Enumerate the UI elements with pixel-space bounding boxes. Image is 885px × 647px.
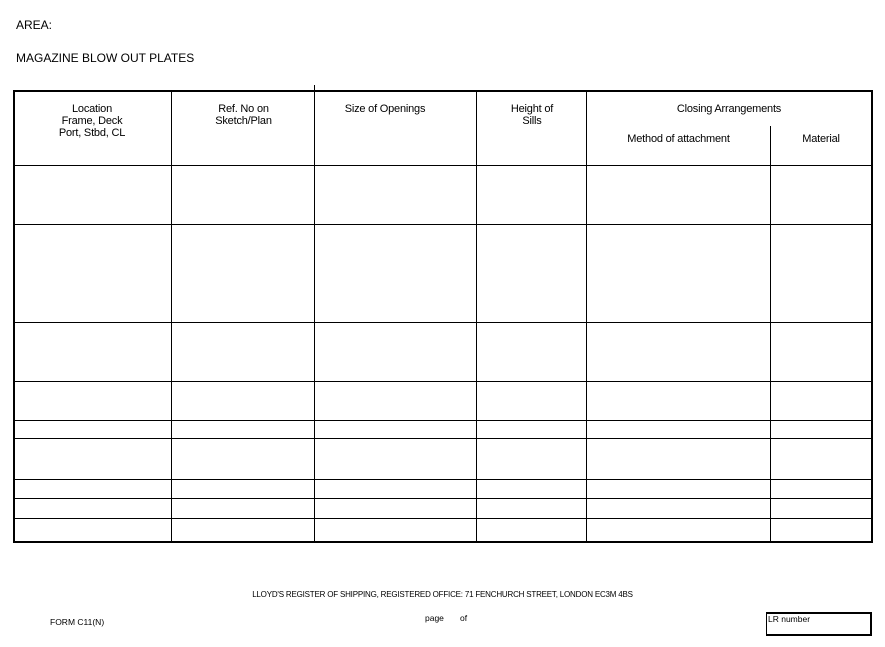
row-divider (13, 420, 872, 421)
column-divider (770, 126, 771, 541)
header-ref-no: Ref. No on Sketch/Plan (172, 103, 315, 127)
column-divider (171, 90, 172, 541)
column-divider (586, 90, 587, 541)
page-label: page (425, 613, 444, 623)
header-line: Port, Stbd, CL (58, 127, 126, 139)
row-divider (13, 224, 872, 225)
header-line: Location (72, 103, 112, 115)
row-divider (13, 518, 872, 519)
header-material: Material (802, 133, 840, 145)
row-divider (13, 165, 872, 166)
header-location: Location Frame, Deck Port, Stbd, CL (13, 103, 171, 139)
column-divider (476, 90, 477, 541)
column-divider (314, 85, 315, 541)
header-line: Ref. No on (218, 103, 269, 115)
header-closing: Closing Arrangements (676, 103, 782, 115)
header-line: Frame, Deck (61, 115, 123, 127)
row-divider (13, 498, 872, 499)
header-height: Height of Sills (477, 103, 587, 127)
form-number: FORM C11(N) (50, 617, 105, 627)
header-size: Size of Openings (344, 103, 426, 115)
row-divider (13, 322, 872, 323)
lr-number-field[interactable]: LR number (766, 612, 872, 636)
row-divider (13, 438, 872, 439)
table-border (13, 90, 873, 543)
header-line: Height of (510, 103, 554, 115)
area-label: AREA: (16, 18, 53, 32)
office-address: LLOYD'S REGISTER OF SHIPPING, REGISTERED… (252, 590, 633, 599)
lr-number-label: LR number (768, 614, 811, 624)
header-method: Method of attachment (627, 133, 730, 145)
of-label: of (460, 613, 468, 623)
form-title: MAGAZINE BLOW OUT PLATES (16, 51, 195, 65)
row-divider (13, 479, 872, 480)
row-divider (13, 381, 872, 382)
header-line: Sills (522, 115, 542, 127)
header-line: Sketch/Plan (215, 115, 272, 127)
